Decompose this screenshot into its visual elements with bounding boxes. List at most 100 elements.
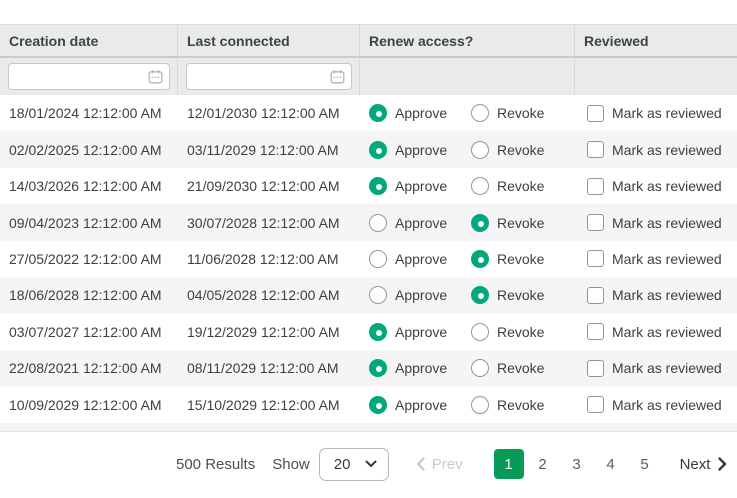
- revoke-radio[interactable]: [471, 359, 489, 378]
- table-row: 22/08/2021 12:12:00 AM 08/11/2029 12:12:…: [0, 350, 737, 387]
- page-size-select[interactable]: 20: [318, 447, 389, 481]
- mark-reviewed-option[interactable]: Mark as reviewed: [584, 286, 722, 304]
- reviewed-checkbox[interactable]: [587, 359, 604, 377]
- table-row: 02/02/2025 12:12:00 AM 03/11/2029 12:12:…: [0, 131, 737, 168]
- revoke-radio[interactable]: [471, 213, 489, 232]
- renew-access-cell: Approve Revoke: [360, 277, 575, 313]
- mark-reviewed-option[interactable]: Mark as reviewed: [584, 104, 722, 122]
- renew-access-cell: Approve Revoke: [360, 131, 575, 167]
- approve-option[interactable]: Approve: [369, 213, 471, 232]
- renew-access-cell: Approve Revoke: [360, 387, 575, 423]
- creation-date-value: 18/01/2024 12:12:00 AM: [9, 105, 162, 122]
- revoke-radio[interactable]: [471, 140, 489, 159]
- last-connected-value: 30/07/2028 12:12:00 AM: [187, 214, 340, 231]
- approve-label: Approve: [395, 323, 448, 340]
- next-label: Next: [679, 455, 711, 473]
- page-button-3[interactable]: 3: [572, 455, 581, 473]
- revoke-option[interactable]: Revoke: [471, 322, 544, 341]
- last-connected-value: 08/11/2029 12:12:00 AM: [187, 360, 339, 377]
- revoke-radio[interactable]: [471, 104, 489, 123]
- mark-reviewed-label: Mark as reviewed: [612, 214, 722, 231]
- revoke-label: Revoke: [497, 141, 545, 158]
- reviewed-checkbox[interactable]: [587, 214, 604, 232]
- column-header-renew-access: Renew access?: [360, 25, 575, 56]
- approve-option[interactable]: Approve: [369, 104, 471, 123]
- approve-radio[interactable]: [369, 359, 387, 378]
- approve-option[interactable]: Approve: [369, 286, 471, 305]
- reviewed-checkbox[interactable]: [587, 104, 604, 122]
- revoke-option[interactable]: Revoke: [471, 177, 544, 196]
- page-button-5[interactable]: 5: [640, 455, 649, 473]
- last-connected-value: 21/09/2030 12:12:00 AM: [187, 178, 340, 195]
- approve-label: Approve: [395, 287, 448, 304]
- mark-reviewed-option[interactable]: Mark as reviewed: [584, 250, 722, 268]
- approve-radio[interactable]: [369, 395, 387, 414]
- mark-reviewed-option[interactable]: Mark as reviewed: [584, 323, 722, 341]
- mark-reviewed-option[interactable]: Mark as reviewed: [584, 359, 722, 377]
- mark-reviewed-label: Mark as reviewed: [612, 323, 722, 340]
- revoke-radio[interactable]: [471, 286, 489, 305]
- creation-date-filter-input[interactable]: [8, 63, 170, 90]
- mark-reviewed-option[interactable]: Mark as reviewed: [584, 141, 722, 159]
- table-row: 14/03/2026 12:12:00 AM 21/09/2030 12:12:…: [0, 167, 737, 205]
- mark-reviewed-option[interactable]: Mark as reviewed: [584, 214, 722, 232]
- column-header-reviewed: Reviewed: [584, 32, 649, 49]
- page-button-2[interactable]: 2: [538, 455, 547, 473]
- reviewed-checkbox[interactable]: [587, 286, 604, 304]
- approve-option[interactable]: Approve: [369, 359, 471, 378]
- reviewed-checkbox[interactable]: [587, 250, 604, 268]
- revoke-option[interactable]: Revoke: [471, 359, 544, 378]
- approve-option[interactable]: Approve: [369, 249, 471, 268]
- reviewed-checkbox[interactable]: [587, 177, 604, 195]
- revoke-option[interactable]: Revoke: [471, 213, 545, 232]
- approve-option[interactable]: Approve: [369, 395, 471, 414]
- mark-reviewed-option[interactable]: Mark as reviewed: [584, 177, 722, 195]
- revoke-radio[interactable]: [471, 322, 489, 341]
- page-button-4[interactable]: 4: [606, 455, 615, 473]
- approve-radio[interactable]: [369, 104, 387, 123]
- filter-row: [0, 58, 737, 95]
- revoke-radio[interactable]: [471, 395, 489, 414]
- column-header-creation-date: Creation date: [0, 25, 178, 56]
- creation-date-cell: 18/01/2024 12:12:00 AM: [0, 95, 178, 131]
- revoke-option[interactable]: Revoke: [471, 104, 544, 123]
- reviewed-cell: Mark as reviewed: [575, 314, 737, 350]
- table-row: 18/06/2028 12:12:00 AM 04/05/2028 12:12:…: [0, 277, 737, 314]
- revoke-label: Revoke: [497, 396, 545, 413]
- prev-page-button[interactable]: Prev: [416, 456, 463, 473]
- approve-label: Approve: [395, 360, 448, 377]
- approve-radio[interactable]: [369, 322, 387, 341]
- revoke-option[interactable]: Revoke: [471, 140, 545, 159]
- revoke-option[interactable]: Revoke: [471, 395, 545, 414]
- prev-label: Prev: [431, 455, 463, 473]
- mark-reviewed-option[interactable]: Mark as reviewed: [584, 396, 722, 414]
- revoke-radio[interactable]: [471, 177, 489, 196]
- renew-access-cell: Approve Revoke: [360, 241, 575, 277]
- page-size-value: 20: [333, 455, 351, 473]
- revoke-radio[interactable]: [471, 249, 489, 268]
- approve-option[interactable]: Approve: [369, 140, 471, 159]
- approve-radio[interactable]: [369, 140, 387, 159]
- creation-date-value: 10/09/2029 12:12:00 AM: [9, 396, 162, 413]
- approve-radio[interactable]: [369, 177, 387, 196]
- approve-option[interactable]: Approve: [369, 322, 471, 341]
- revoke-option[interactable]: Revoke: [471, 286, 544, 305]
- last-connected-cell: 04/05/2028 12:12:00 AM: [178, 277, 360, 313]
- reviewed-checkbox[interactable]: [587, 141, 604, 159]
- table-header-row: Creation date Last connected Renew acces…: [0, 24, 737, 58]
- renew-access-cell: Approve Revoke: [360, 350, 575, 386]
- approve-radio[interactable]: [369, 213, 387, 232]
- next-page-button[interactable]: Next: [680, 456, 728, 473]
- last-connected-filter-input[interactable]: [186, 63, 352, 90]
- last-connected-cell: 21/09/2030 12:12:00 AM: [178, 168, 360, 204]
- reviewed-checkbox[interactable]: [587, 396, 604, 414]
- page-button-1[interactable]: 1: [493, 449, 524, 480]
- revoke-label: Revoke: [497, 214, 545, 231]
- approve-radio[interactable]: [369, 286, 387, 305]
- reviewed-checkbox[interactable]: [587, 323, 604, 341]
- approve-radio[interactable]: [369, 249, 387, 268]
- revoke-option[interactable]: Revoke: [471, 249, 544, 268]
- table-row: 18/01/2024 12:12:00 AM 12/01/2030 12:12:…: [0, 95, 737, 132]
- approve-option[interactable]: Approve: [369, 177, 471, 196]
